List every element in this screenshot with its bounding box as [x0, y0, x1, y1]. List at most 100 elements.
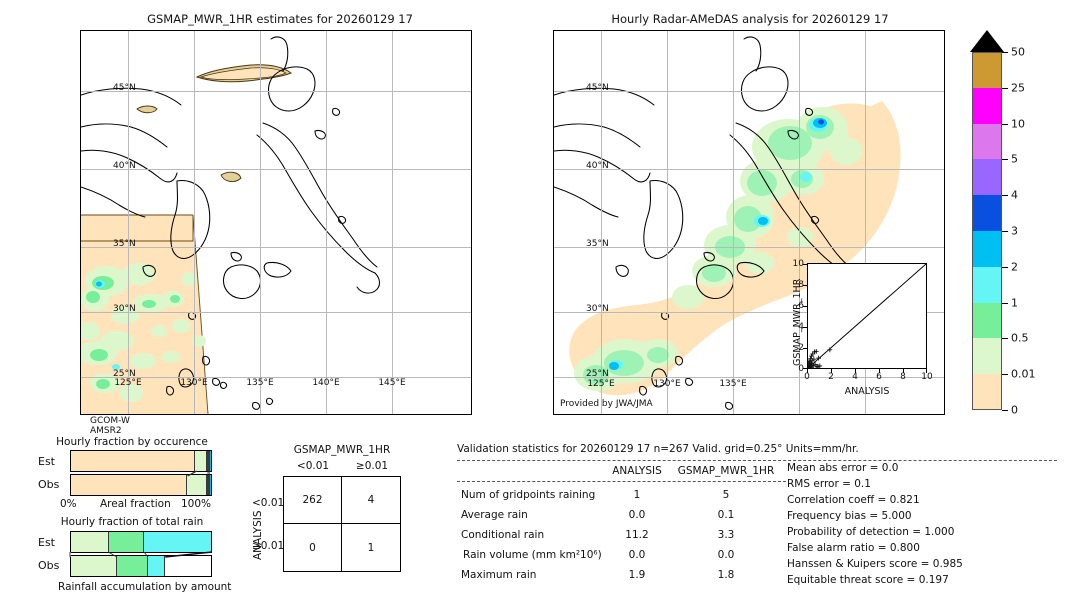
right-grid-lat-35: [554, 247, 944, 248]
totalrain-bar-est[interactable]: [70, 531, 212, 553]
occurrence-chart-title: Hourly fraction by occurence: [56, 436, 208, 448]
left-grid-lon-140: [326, 31, 327, 414]
colorbar-tickmark-5: [1002, 159, 1008, 161]
left-grid-lon-145: [392, 31, 393, 414]
scatter-ytick-6: 6: [798, 301, 804, 311]
right-lat-label-30: 30°N: [586, 304, 609, 314]
occurrence-est-segment-5: [209, 451, 211, 471]
scatter-xtick-8: 8: [900, 372, 906, 382]
totalrain-bar-obs[interactable]: [70, 555, 212, 577]
scatter-point: [817, 363, 823, 369]
right-lon-label-130: 130°E: [653, 379, 681, 389]
scatter-ytick-0: 0: [798, 364, 804, 374]
contingency-col-header-lt: <0.01: [296, 460, 330, 472]
left-grid-lon-125: [128, 31, 129, 414]
contingency-cell-false-alarm: 4: [342, 477, 400, 524]
totalrain-obs-segment-0: [71, 556, 118, 576]
scatter-xtick-10: 10: [921, 372, 933, 382]
occurrence-est-segment-1: [195, 451, 207, 471]
left-attribution-line2: AMSR2: [90, 426, 122, 437]
occurrence-obs-segment-5: [209, 475, 211, 495]
validation-rule-top: [457, 460, 1057, 461]
contingency-row-axis-label: ANALYSIS: [252, 510, 264, 560]
occurrence-obs-segment-4: [208, 475, 210, 495]
totalrain-row-label-est: Est: [38, 536, 55, 549]
scatter-point: [812, 361, 818, 367]
left-lon-label-135: 135°E: [246, 378, 274, 388]
right-lat-label-45: 45°N: [586, 83, 609, 93]
left-lon-label-130: 130°E: [180, 378, 208, 388]
left-lon-label-125: 125°E: [114, 378, 142, 388]
occurrence-bar-est[interactable]: [70, 450, 212, 472]
occurrence-connectors: [187, 470, 210, 477]
totalrain-est-segment-0: [71, 532, 109, 552]
colorbar-label-2: 2: [1011, 260, 1018, 274]
right-grid-lon-135: [733, 31, 734, 414]
validation-analysis-rain-volume: 0.0: [628, 549, 646, 561]
scatter-ytickmark-2: [803, 348, 807, 349]
scatter-points: [806, 347, 833, 371]
occurrence-est-segment-2: [206, 451, 208, 471]
right-grid-lat-45: [554, 91, 944, 92]
totalrain-axis-label: Rainfall accumulation by amount: [58, 581, 232, 593]
scatter-xtickmark-0: [807, 369, 808, 373]
contingency-table-title: GSMAP_MWR_1HR: [293, 444, 391, 456]
right-map-panel[interactable]: 45°N 40°N 35°N 30°N 25°N 125°E 130°E 135…: [553, 30, 945, 415]
scatter-ytick-4: 4: [798, 322, 804, 332]
right-attribution: Provided by JWA/JMA: [560, 399, 653, 409]
validation-score-hanssen-kuipers: Hanssen & Kuipers score = 0.985: [787, 558, 963, 570]
colorbar-label-4: 4: [1011, 188, 1018, 202]
validation-gsmap-average-rain: 0.1: [717, 509, 735, 521]
colorbar-label-3: 3: [1011, 224, 1018, 238]
occurrence-est-segment-3: [207, 451, 209, 471]
totalrain-obs-empty: [164, 556, 211, 576]
colorbar-label-0.01: 0.01: [1011, 367, 1036, 381]
scatter-inset-plot[interactable]: [806, 263, 927, 371]
right-lat-label-25: 25°N: [586, 369, 609, 379]
left-lat-label-45: 45°N: [113, 83, 136, 93]
right-grid-lon-140: [799, 31, 800, 414]
colorbar-tickmark-1: [1002, 302, 1008, 304]
left-lat-label-25: 25°N: [113, 369, 136, 379]
left-lon-label-145: 145°E: [378, 378, 406, 388]
right-map-canvas: 45°N 40°N 35°N 30°N 25°N 125°E 130°E 135…: [554, 31, 944, 414]
totalrain-obs-segment-1: [117, 556, 148, 576]
contingency-cell-hit: 1: [367, 541, 375, 554]
left-grid-lat-45: [81, 91, 471, 92]
scatter-ytick-2: 2: [798, 343, 804, 353]
totalrain-obs-segment-2: [147, 556, 165, 576]
contingency-cell-miss: 0: [284, 524, 342, 571]
colorbar-tickmark-50: [1002, 52, 1008, 53]
left-lon-label-140: 140°E: [312, 378, 340, 388]
colorbar-top-arrow-icon: [970, 30, 1004, 52]
scatter-ytickmark-10: [803, 264, 807, 265]
validation-score-correlation-coeff: Correlation coeff = 0.821: [787, 494, 920, 506]
colorbar[interactable]: 50 25 10 5 4 3 2 1 0.5 0.01 0: [970, 30, 1068, 422]
occurrence-est-segment-4: [208, 451, 210, 471]
colorbar-band-25: [972, 87, 1002, 124]
right-grid-lat-25: [554, 377, 944, 378]
left-grid-lat-35: [81, 247, 471, 248]
right-grid-lat-40: [554, 169, 944, 170]
left-map-panel[interactable]: 45°N 40°N 35°N 30°N 25°N: [80, 30, 472, 415]
right-lat-label-35: 35°N: [586, 239, 609, 249]
validation-score-probability-of-detection: Probability of detection = 1.000: [787, 526, 955, 538]
occurrence-bar-obs[interactable]: [70, 474, 212, 496]
validation-analysis-conditional-rain: 11.2: [625, 529, 649, 541]
contingency-row-header-ge: ≥0.01: [252, 540, 285, 552]
colorbar-tickmark-3: [1002, 231, 1008, 232]
scatter-xtickmark-10: [926, 369, 927, 373]
colorbar-tickmark-10: [1002, 123, 1008, 125]
validation-col-header-gsmap: GSMAP_MWR_1HR: [677, 465, 775, 477]
colorbar-tickmark-0: [1002, 410, 1008, 411]
colorbar-tickmark-2: [1002, 266, 1008, 268]
validation-header: Validation statistics for 20260129 17 n=…: [457, 443, 859, 455]
colorbar-label-1: 1: [1011, 296, 1018, 310]
validation-score-equitable-threat: Equitable threat score = 0.197: [787, 574, 949, 586]
colorbar-tickmark-0.01: [1002, 374, 1008, 376]
scatter-ytickmark-4: [803, 327, 807, 328]
scatter-xtickmark-8: [903, 369, 904, 373]
validation-score-frequency-bias: Frequency bias = 5.000: [787, 510, 912, 522]
contingency-table-grid[interactable]: 262 4 0 1: [283, 476, 401, 572]
left-attribution-line1: GCOM-W: [90, 416, 130, 426]
